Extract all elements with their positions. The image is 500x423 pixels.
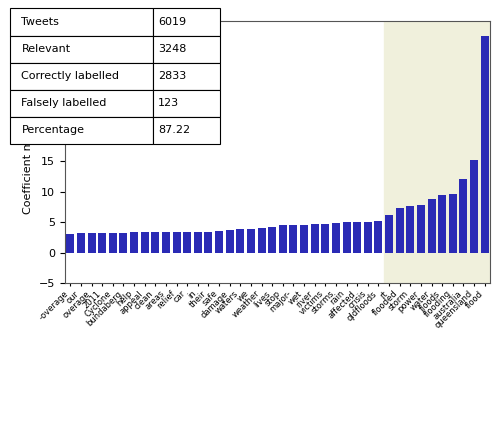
Bar xyxy=(194,231,202,253)
Bar xyxy=(364,222,372,253)
Bar xyxy=(332,223,340,253)
Bar xyxy=(384,21,490,283)
Bar xyxy=(268,227,276,253)
Bar xyxy=(449,194,457,253)
Bar xyxy=(470,160,478,253)
Bar xyxy=(109,233,117,253)
Bar xyxy=(204,231,212,253)
Bar xyxy=(322,224,330,253)
Bar xyxy=(130,233,138,253)
Bar xyxy=(140,232,148,253)
Bar xyxy=(396,209,404,253)
Bar xyxy=(279,225,287,253)
Bar xyxy=(438,195,446,253)
Bar xyxy=(152,232,160,253)
Bar xyxy=(480,36,488,253)
Bar xyxy=(88,233,96,253)
Bar xyxy=(226,231,234,253)
Bar xyxy=(247,229,255,253)
Bar xyxy=(353,222,361,253)
Bar xyxy=(342,222,350,253)
Bar xyxy=(258,228,266,253)
Bar xyxy=(417,205,425,253)
Bar xyxy=(172,232,180,253)
Bar xyxy=(385,215,393,253)
Bar xyxy=(310,224,318,253)
Bar xyxy=(215,231,223,253)
Bar xyxy=(428,199,436,253)
Bar xyxy=(98,233,106,253)
Bar xyxy=(290,225,298,253)
Y-axis label: Coefficient magnitude: Coefficient magnitude xyxy=(24,90,34,214)
Bar xyxy=(66,234,74,253)
Bar xyxy=(120,233,128,253)
Bar xyxy=(183,231,191,253)
Bar xyxy=(374,220,382,253)
Bar xyxy=(236,229,244,253)
Bar xyxy=(406,206,414,253)
Bar xyxy=(162,232,170,253)
Bar xyxy=(300,225,308,253)
Bar xyxy=(460,179,468,253)
Bar xyxy=(77,233,85,253)
